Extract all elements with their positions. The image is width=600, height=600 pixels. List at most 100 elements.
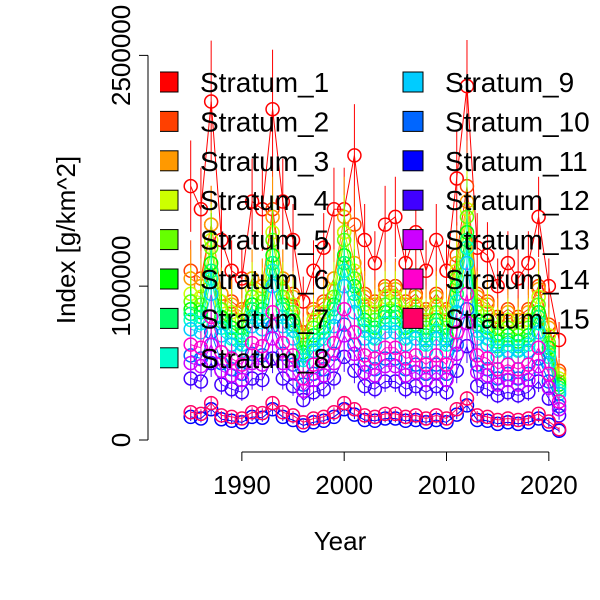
legend-label: Stratum_11 xyxy=(445,146,588,177)
data-point xyxy=(418,411,434,426)
data-point xyxy=(469,348,485,363)
data-point xyxy=(347,148,362,163)
data-point xyxy=(285,348,301,363)
data-point xyxy=(285,408,301,423)
legend-item-Stratum_14: Stratum_14 xyxy=(402,264,590,295)
data-point xyxy=(265,395,280,411)
legend-swatch xyxy=(160,150,179,172)
data-point xyxy=(531,340,546,355)
data-point xyxy=(490,278,505,294)
data-point xyxy=(521,357,536,372)
legend-label: Stratum_5 xyxy=(200,225,329,256)
legend-item-Stratum_8: Stratum_8 xyxy=(160,343,329,374)
legend-label: Stratum_4 xyxy=(200,185,329,216)
y-tick-label: 2500000 xyxy=(106,5,136,106)
legend-label: Stratum_8 xyxy=(200,343,329,374)
legend-label: Stratum_10 xyxy=(445,106,590,137)
legend-swatch xyxy=(160,110,179,132)
legend-label: Stratum_12 xyxy=(445,185,590,216)
data-point xyxy=(306,411,321,426)
legend-swatch xyxy=(160,307,179,329)
data-point xyxy=(357,232,372,248)
legend-label: Stratum_2 xyxy=(200,106,329,137)
legend-item-Stratum_15: Stratum_15 xyxy=(402,303,590,334)
data-point xyxy=(203,395,219,411)
data-point xyxy=(316,351,331,366)
series-Stratum_14 xyxy=(183,267,567,409)
data-point xyxy=(347,325,362,340)
data-point xyxy=(367,255,383,271)
data-point xyxy=(418,357,434,372)
x-axis: 1990 2000 2010 2020 xyxy=(213,451,578,500)
data-point xyxy=(541,414,557,429)
data-point xyxy=(367,409,383,425)
y-tick-label: 0 xyxy=(106,433,136,447)
data-point xyxy=(408,408,424,423)
legend-swatch xyxy=(402,110,424,132)
legend-swatch xyxy=(402,268,424,290)
legend-label: Stratum_14 xyxy=(445,264,590,295)
legend-label: Stratum_6 xyxy=(200,264,329,295)
data-point xyxy=(531,209,546,225)
data-point xyxy=(347,217,362,232)
legend-label: Stratum_15 xyxy=(445,303,590,334)
legend: Stratum_1 Stratum_2 Stratum_3 Stratum_4 Stra… xyxy=(160,67,590,374)
data-point xyxy=(326,405,342,420)
data-point xyxy=(551,421,567,437)
data-point xyxy=(203,309,219,325)
data-point xyxy=(296,371,311,386)
data-point xyxy=(398,351,413,366)
legend-item-Stratum_2: Stratum_2 xyxy=(160,106,329,137)
data-point xyxy=(255,338,270,354)
data-point xyxy=(439,411,454,426)
data-point xyxy=(244,335,260,351)
data-point xyxy=(326,335,342,351)
data-point xyxy=(316,240,331,255)
data-point xyxy=(469,408,485,423)
data-point xyxy=(183,178,198,194)
legend-item-Stratum_12: Stratum_12 xyxy=(402,185,590,216)
legend-item-Stratum_9: Stratum_9 xyxy=(402,67,574,98)
data-point xyxy=(367,351,383,366)
data-point xyxy=(429,408,444,423)
data-point xyxy=(459,391,475,406)
series-layer xyxy=(183,40,567,439)
data-point xyxy=(429,232,444,248)
data-point xyxy=(275,194,291,209)
data-point xyxy=(490,412,505,428)
data-point xyxy=(377,340,393,355)
data-point xyxy=(265,305,280,320)
legend-item-Stratum_3: Stratum_3 xyxy=(160,146,329,177)
data-point xyxy=(377,217,393,232)
data-point xyxy=(480,409,495,425)
data-point xyxy=(326,201,342,217)
data-point xyxy=(265,101,280,117)
y-axis-label: Index [g/km^2] xyxy=(51,156,81,324)
data-point xyxy=(541,366,557,382)
legend-label: Stratum_7 xyxy=(200,303,329,334)
data-point xyxy=(285,232,301,248)
data-point xyxy=(449,325,464,340)
data-point xyxy=(521,255,536,271)
legend-label: Stratum_13 xyxy=(445,225,590,256)
legend-label: Stratum_9 xyxy=(445,67,574,98)
data-point xyxy=(449,171,464,186)
x-tick-label: 1990 xyxy=(213,470,271,500)
data-point xyxy=(214,232,229,248)
data-point xyxy=(500,411,516,426)
legend-swatch xyxy=(160,71,179,93)
data-point xyxy=(244,194,260,209)
x-axis-label: Year xyxy=(314,526,367,556)
data-point xyxy=(388,209,403,225)
data-point xyxy=(203,94,219,109)
legend-swatch xyxy=(160,229,179,251)
legend-item-Stratum_6: Stratum_6 xyxy=(160,264,329,295)
data-point xyxy=(429,348,444,363)
data-point xyxy=(510,271,526,286)
data-point xyxy=(439,357,454,372)
data-point xyxy=(306,263,321,279)
data-point xyxy=(398,409,413,425)
legend-label: Stratum_3 xyxy=(200,146,329,177)
legend-item-Stratum_10: Stratum_10 xyxy=(402,106,590,137)
